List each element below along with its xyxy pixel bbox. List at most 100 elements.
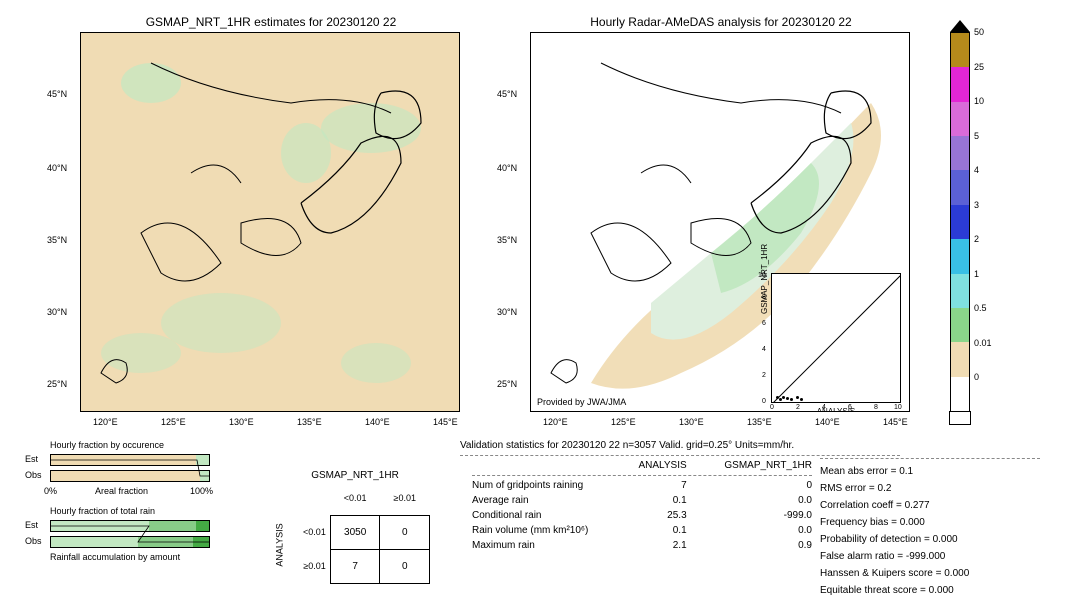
valid-name: Maximum rain	[460, 538, 618, 553]
y-tick: 25°N	[47, 379, 67, 389]
matrix-row-hdr: ≥0.01	[280, 549, 330, 583]
x-tick: 120°E	[543, 417, 568, 427]
x-tick: 145°E	[883, 417, 908, 427]
inset-ytick: 10	[758, 272, 766, 279]
colorbar: 502510543210.50.010	[950, 32, 970, 412]
valid-row: Average rain0.10.0	[460, 493, 824, 508]
valid-col-hdr: GSMAP_NRT_1HR	[699, 458, 824, 473]
valid-row: Maximum rain2.10.9	[460, 538, 824, 553]
occ-axis: 100%	[190, 486, 213, 496]
stat-line: Correlation coeff = 0.277	[820, 497, 1040, 514]
radar-panel: Hourly Radar-AMeDAS analysis for 2023012…	[530, 32, 910, 412]
valid-val: 25.3	[618, 508, 699, 523]
valid-val: 0.9	[699, 538, 824, 553]
x-tick: 130°E	[229, 417, 254, 427]
stat-line: Probability of detection = 0.000	[820, 531, 1040, 548]
matrix-top-label: GSMAP_NRT_1HR	[280, 470, 430, 481]
contingency-matrix: GSMAP_NRT_1HR <0.01 ≥0.01 <0.01 3050 0 ≥…	[280, 470, 430, 584]
colorbar-tick: 5	[974, 131, 979, 141]
inset-xtick: 4	[822, 404, 826, 411]
x-tick: 130°E	[679, 417, 704, 427]
gsmap-panel: GSMAP_NRT_1HR estimates for 20230120 22 …	[80, 32, 460, 412]
figure-root: GSMAP_NRT_1HR estimates for 20230120 22 …	[0, 0, 1080, 612]
matrix-cell: 3050	[330, 515, 380, 549]
valid-val: 2.1	[618, 538, 699, 553]
scatter-point	[790, 398, 793, 401]
colorbar-tick: 3	[974, 200, 979, 210]
valid-name: Conditional rain	[460, 508, 618, 523]
inset-xtick: 6	[848, 404, 852, 411]
valid-col-hdr: ANALYSIS	[618, 458, 699, 473]
colorbar-tick: 25	[974, 62, 984, 72]
x-tick: 135°E	[297, 417, 322, 427]
y-tick: 45°N	[497, 89, 517, 99]
valid-val: 0.0	[699, 493, 824, 508]
valid-val: 7	[618, 478, 699, 493]
x-tick: 140°E	[815, 417, 840, 427]
matrix-cell: 0	[380, 549, 430, 583]
colorbar-tick: 1	[974, 269, 979, 279]
colorbar-tick: 0.5	[974, 303, 987, 313]
inset-ytick: 6	[762, 320, 766, 327]
x-tick: 125°E	[161, 417, 186, 427]
matrix-col-hdr: ≥0.01	[380, 481, 430, 515]
y-tick: 40°N	[47, 163, 67, 173]
valid-name: Num of gridpoints raining	[460, 478, 618, 493]
valid-name: Rain volume (mm km²10⁶)	[460, 523, 618, 538]
coastlines	[81, 33, 459, 411]
inset-ytick: 8	[762, 294, 766, 301]
y-tick: 30°N	[497, 307, 517, 317]
colorbar-segment	[951, 377, 969, 411]
radar-credit: Provided by JWA/JMA	[537, 397, 626, 407]
colorbar-segment	[951, 205, 969, 239]
y-tick: 30°N	[47, 307, 67, 317]
dash-line	[472, 475, 812, 476]
colorbar-segment	[951, 170, 969, 204]
colorbar-segment	[951, 274, 969, 308]
radar-map: Provided by JWA/JMA ANALYSIS GSMAP_NRT_1…	[531, 33, 909, 411]
stat-line: Equitable threat score = 0.000	[820, 582, 1040, 599]
dash-line	[820, 458, 1040, 459]
scatter-inset: ANALYSIS GSMAP_NRT_1HR 0 2 4 6 8 10 0 2 …	[771, 273, 901, 403]
scatter-point	[800, 398, 803, 401]
colorbar-tick: 2	[974, 234, 979, 244]
totalrain-label: Est	[25, 520, 38, 530]
x-tick: 120°E	[93, 417, 118, 427]
colorbar-tick: 10	[974, 96, 984, 106]
scatter-svg	[772, 274, 900, 402]
stat-line: Frequency bias = 0.000	[820, 514, 1040, 531]
colorbar-tick: 4	[974, 165, 979, 175]
x-tick: 145°E	[433, 417, 458, 427]
colorbar-segment	[951, 136, 969, 170]
occurrence-title: Hourly fraction by occurence	[50, 440, 164, 450]
totalrain-footer: Rainfall accumulation by amount	[50, 552, 180, 562]
radar-title: Hourly Radar-AMeDAS analysis for 2023012…	[531, 15, 911, 29]
validation-table: ANALYSIS GSMAP_NRT_1HR Num of gridpoints…	[460, 458, 824, 553]
inset-xlabel: ANALYSIS	[772, 407, 900, 411]
matrix-col-hdr: <0.01	[330, 481, 380, 515]
stat-line: RMS error = 0.2	[820, 480, 1040, 497]
y-tick: 40°N	[497, 163, 517, 173]
y-tick: 45°N	[47, 89, 67, 99]
totalrain-line	[50, 520, 210, 550]
stat-line: False alarm ratio = -999.000	[820, 548, 1040, 565]
scatter-point	[796, 396, 799, 399]
gsmap-title: GSMAP_NRT_1HR estimates for 20230120 22	[81, 15, 461, 29]
matrix-table: <0.01 ≥0.01 <0.01 3050 0 ≥0.01 7 0	[280, 481, 430, 584]
colorbar-arrow-top	[950, 20, 970, 32]
matrix-side-label: ANALYSIS	[275, 523, 285, 566]
inset-xtick: 8	[874, 404, 878, 411]
colorbar-segment	[951, 342, 969, 376]
valid-val: 0.0	[699, 523, 824, 538]
colorbar-segment	[951, 67, 969, 101]
colorbar-arrow-bottom	[950, 412, 970, 424]
colorbar-segment	[951, 33, 969, 67]
matrix-row-hdr: <0.01	[280, 515, 330, 549]
totalrain-title: Hourly fraction of total rain	[50, 506, 155, 516]
occ-axis: 0%	[44, 486, 57, 496]
colorbar-tick: 0.01	[974, 338, 992, 348]
y-tick: 35°N	[497, 235, 517, 245]
stat-line: Mean abs error = 0.1	[820, 463, 1040, 480]
occ-axis: Areal fraction	[95, 486, 148, 496]
valid-row: Num of gridpoints raining70	[460, 478, 824, 493]
